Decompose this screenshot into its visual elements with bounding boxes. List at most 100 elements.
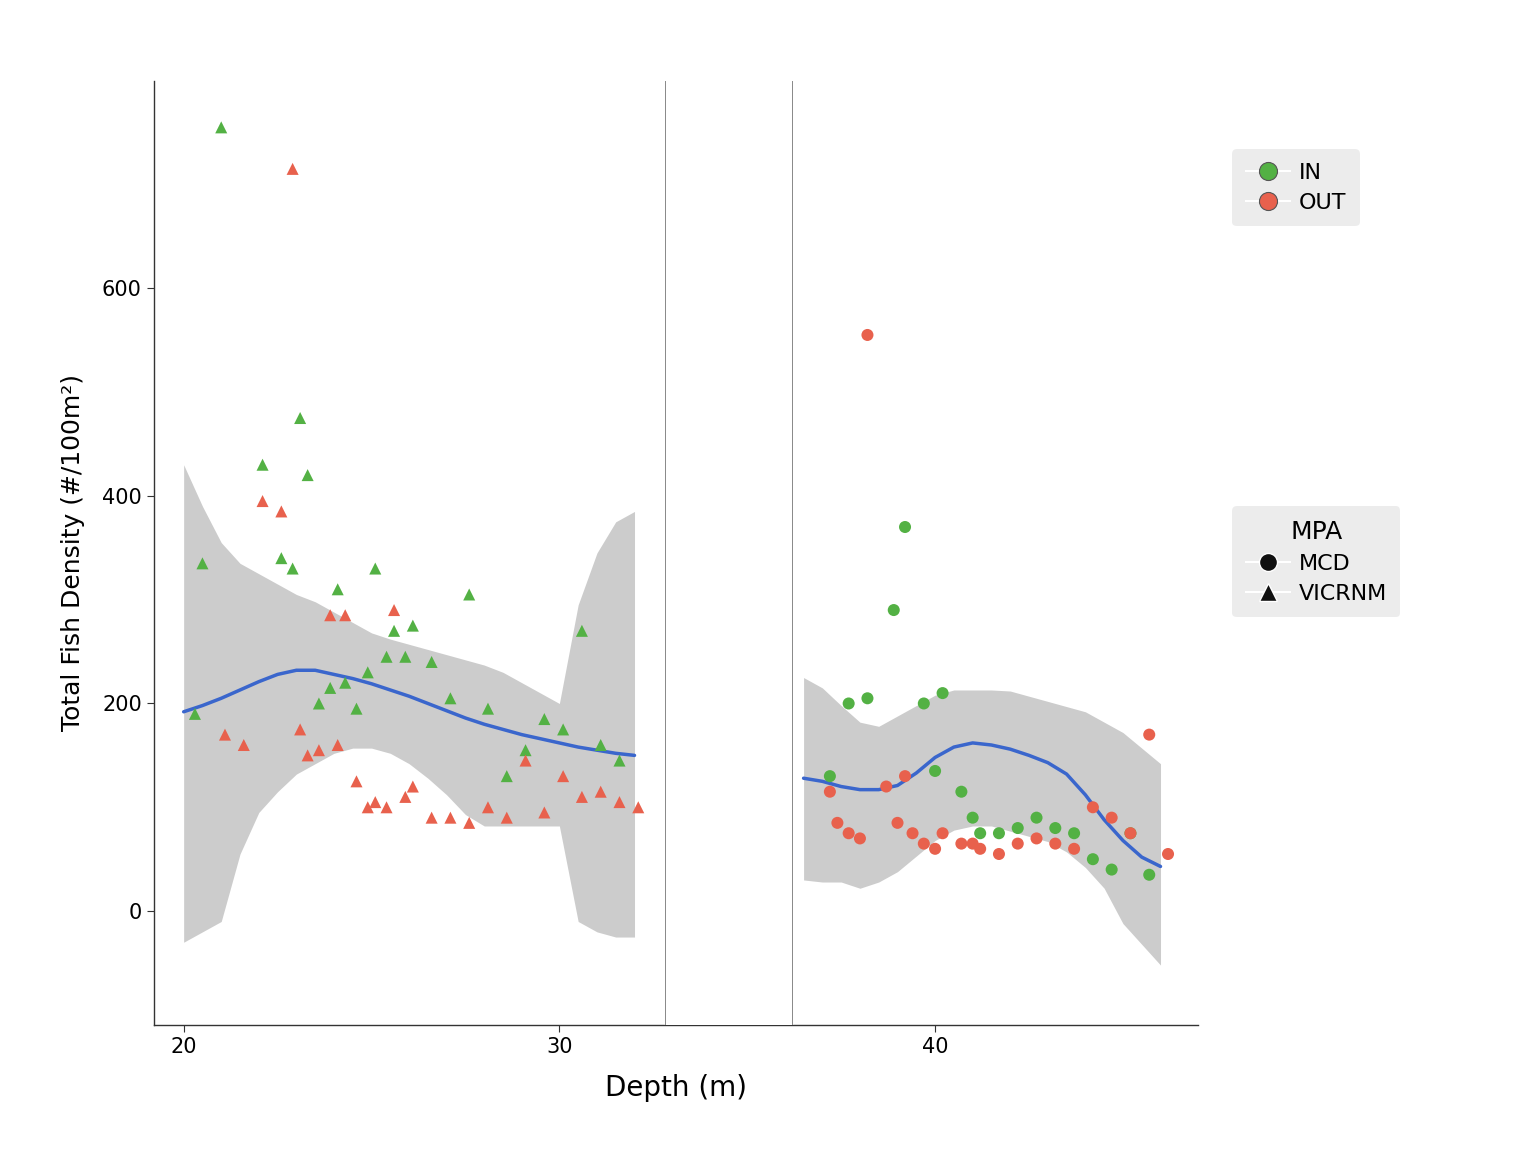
Point <box>931 684 955 703</box>
Point <box>837 695 862 713</box>
Point <box>570 788 594 806</box>
Point <box>923 761 948 780</box>
Point <box>551 767 576 786</box>
Point <box>923 840 948 858</box>
Bar <box>665 60 793 1046</box>
Point <box>986 844 1011 863</box>
Point <box>949 834 974 852</box>
Point <box>190 554 215 573</box>
Point <box>250 492 275 510</box>
Point <box>476 798 501 817</box>
Point <box>355 664 379 682</box>
Point <box>250 455 275 473</box>
Point <box>401 778 425 796</box>
Point <box>856 326 880 344</box>
Point <box>344 772 369 790</box>
Point <box>825 813 849 832</box>
Point <box>326 736 350 755</box>
Point <box>375 798 399 817</box>
Point <box>401 616 425 635</box>
Point <box>419 653 444 672</box>
Point <box>968 840 992 858</box>
Point <box>375 647 399 666</box>
Point <box>1006 834 1031 852</box>
Point <box>212 726 237 744</box>
Point <box>281 160 306 179</box>
Point <box>476 699 501 718</box>
Point <box>570 622 594 641</box>
Point <box>419 809 444 827</box>
Y-axis label: Total Fish Density (#/100m²): Total Fish Density (#/100m²) <box>61 374 86 732</box>
Point <box>456 585 481 604</box>
Point <box>1025 809 1049 827</box>
Point <box>931 824 955 842</box>
Point <box>588 736 613 755</box>
Point <box>495 767 519 786</box>
Point <box>960 834 985 852</box>
Point <box>333 606 358 624</box>
Point <box>960 809 985 827</box>
Point <box>307 695 332 713</box>
Point <box>1155 844 1180 863</box>
Point <box>848 829 872 848</box>
Point <box>281 560 306 578</box>
Point <box>1118 824 1143 842</box>
Point <box>1137 865 1161 884</box>
Point <box>817 767 842 786</box>
Point <box>892 767 917 786</box>
Point <box>882 601 906 620</box>
Point <box>183 705 207 723</box>
Point <box>1025 829 1049 848</box>
Point <box>874 778 899 796</box>
Point <box>344 699 369 718</box>
Point <box>911 834 935 852</box>
Point <box>817 782 842 801</box>
Legend: IN, OUT: IN, OUT <box>1232 150 1359 226</box>
Point <box>287 720 312 738</box>
Point <box>382 622 407 641</box>
Point <box>295 465 319 484</box>
Point <box>456 813 481 832</box>
Point <box>209 119 233 137</box>
X-axis label: Depth (m): Depth (m) <box>605 1074 746 1101</box>
Point <box>1137 726 1161 744</box>
Point <box>1081 850 1106 869</box>
Point <box>1081 798 1106 817</box>
Point <box>588 782 613 801</box>
Point <box>495 809 519 827</box>
Point <box>607 793 631 811</box>
Point <box>438 809 462 827</box>
Point <box>333 674 358 692</box>
Point <box>382 601 407 620</box>
Point <box>362 560 387 578</box>
Point <box>1061 824 1086 842</box>
Point <box>607 751 631 770</box>
Point <box>627 798 651 817</box>
Point <box>318 606 343 624</box>
Point <box>307 741 332 759</box>
Point <box>269 550 293 568</box>
Point <box>1100 809 1124 827</box>
Point <box>986 824 1011 842</box>
Point <box>287 409 312 427</box>
Point <box>1006 819 1031 838</box>
Point <box>911 695 935 713</box>
Point <box>1043 834 1068 852</box>
Legend: MCD, VICRNM: MCD, VICRNM <box>1232 507 1401 617</box>
Point <box>949 782 974 801</box>
Point <box>513 751 538 770</box>
Point <box>531 710 556 728</box>
Point <box>1043 819 1068 838</box>
Point <box>438 689 462 707</box>
Point <box>892 517 917 536</box>
Point <box>885 813 909 832</box>
Point <box>393 647 418 666</box>
Point <box>513 741 538 759</box>
Point <box>318 679 343 697</box>
Point <box>856 689 880 707</box>
Point <box>900 824 925 842</box>
Point <box>232 736 257 755</box>
Point <box>1118 824 1143 842</box>
Point <box>269 502 293 521</box>
Point <box>295 746 319 765</box>
